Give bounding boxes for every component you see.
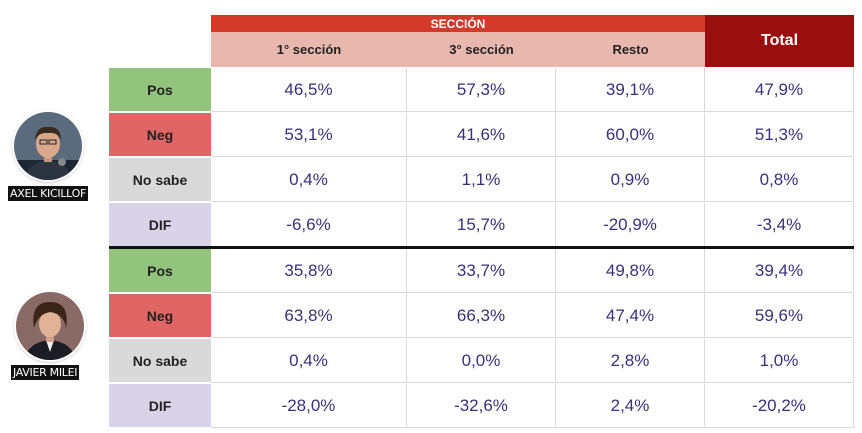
value-cell-pos-resto: 39,1% (556, 68, 705, 112)
column-header-3-seccion: 3° sección (407, 32, 556, 67)
block-divider (109, 246, 854, 249)
candidate-name-milei: JAVIER MILEI (11, 365, 80, 380)
value-cell-neg-3-seccion: 41,6% (407, 113, 556, 157)
value-cell-no-sabe-resto: 0,9% (556, 158, 705, 202)
seccion-header: SECCIÓN (211, 15, 705, 32)
value-cell-neg-3-seccion: 66,3% (407, 294, 556, 338)
candidate-name-kicillof: AXEL KICILLOF (8, 186, 88, 201)
row-label-dif: DIF (109, 203, 211, 247)
value-cell-dif-total: -3,4% (705, 203, 854, 247)
portrait-icon (14, 112, 82, 180)
avatar-kicillof (14, 112, 82, 180)
value-cell-dif-resto: 2,4% (556, 384, 705, 428)
row-label-neg: Neg (109, 294, 211, 338)
value-cell-neg-total: 51,3% (705, 113, 854, 157)
row-label-no-sabe: No sabe (109, 158, 211, 202)
value-cell-dif-resto: -20,9% (556, 203, 705, 247)
row-label-no-sabe: No sabe (109, 339, 211, 383)
row-label-pos: Pos (109, 68, 211, 112)
value-cell-no-sabe-resto: 2,8% (556, 339, 705, 383)
column-header-resto: Resto (556, 32, 705, 67)
value-cell-pos-total: 39,4% (705, 249, 854, 293)
value-cell-neg-resto: 60,0% (556, 113, 705, 157)
value-cell-dif-1-seccion: -6,6% (211, 203, 407, 247)
value-cell-no-sabe-1-seccion: 0,4% (211, 339, 407, 383)
value-cell-neg-1-seccion: 63,8% (211, 294, 407, 338)
value-cell-pos-3-seccion: 57,3% (407, 68, 556, 112)
row-label-pos: Pos (109, 249, 211, 293)
row-label-dif: DIF (109, 384, 211, 428)
value-cell-neg-1-seccion: 53,1% (211, 113, 407, 157)
value-cell-no-sabe-3-seccion: 1,1% (407, 158, 556, 202)
value-cell-dif-3-seccion: 15,7% (407, 203, 556, 247)
value-cell-pos-resto: 49,8% (556, 249, 705, 293)
value-cell-dif-3-seccion: -32,6% (407, 384, 556, 428)
value-cell-dif-1-seccion: -28,0% (211, 384, 407, 428)
row-label-neg: Neg (109, 113, 211, 157)
value-cell-pos-1-seccion: 46,5% (211, 68, 407, 112)
value-cell-dif-total: -20,2% (705, 384, 854, 428)
value-cell-pos-3-seccion: 33,7% (407, 249, 556, 293)
avatar-milei (16, 292, 84, 360)
value-cell-no-sabe-total: 0,8% (705, 158, 854, 202)
value-cell-pos-1-seccion: 35,8% (211, 249, 407, 293)
value-cell-no-sabe-1-seccion: 0,4% (211, 158, 407, 202)
value-cell-no-sabe-3-seccion: 0,0% (407, 339, 556, 383)
value-cell-neg-resto: 47,4% (556, 294, 705, 338)
value-cell-pos-total: 47,9% (705, 68, 854, 112)
value-cell-no-sabe-total: 1,0% (705, 339, 854, 383)
column-header-total: Total (705, 15, 854, 67)
value-cell-neg-total: 59,6% (705, 294, 854, 338)
portrait-icon (16, 292, 84, 360)
column-header-1-seccion: 1° sección (211, 32, 407, 67)
